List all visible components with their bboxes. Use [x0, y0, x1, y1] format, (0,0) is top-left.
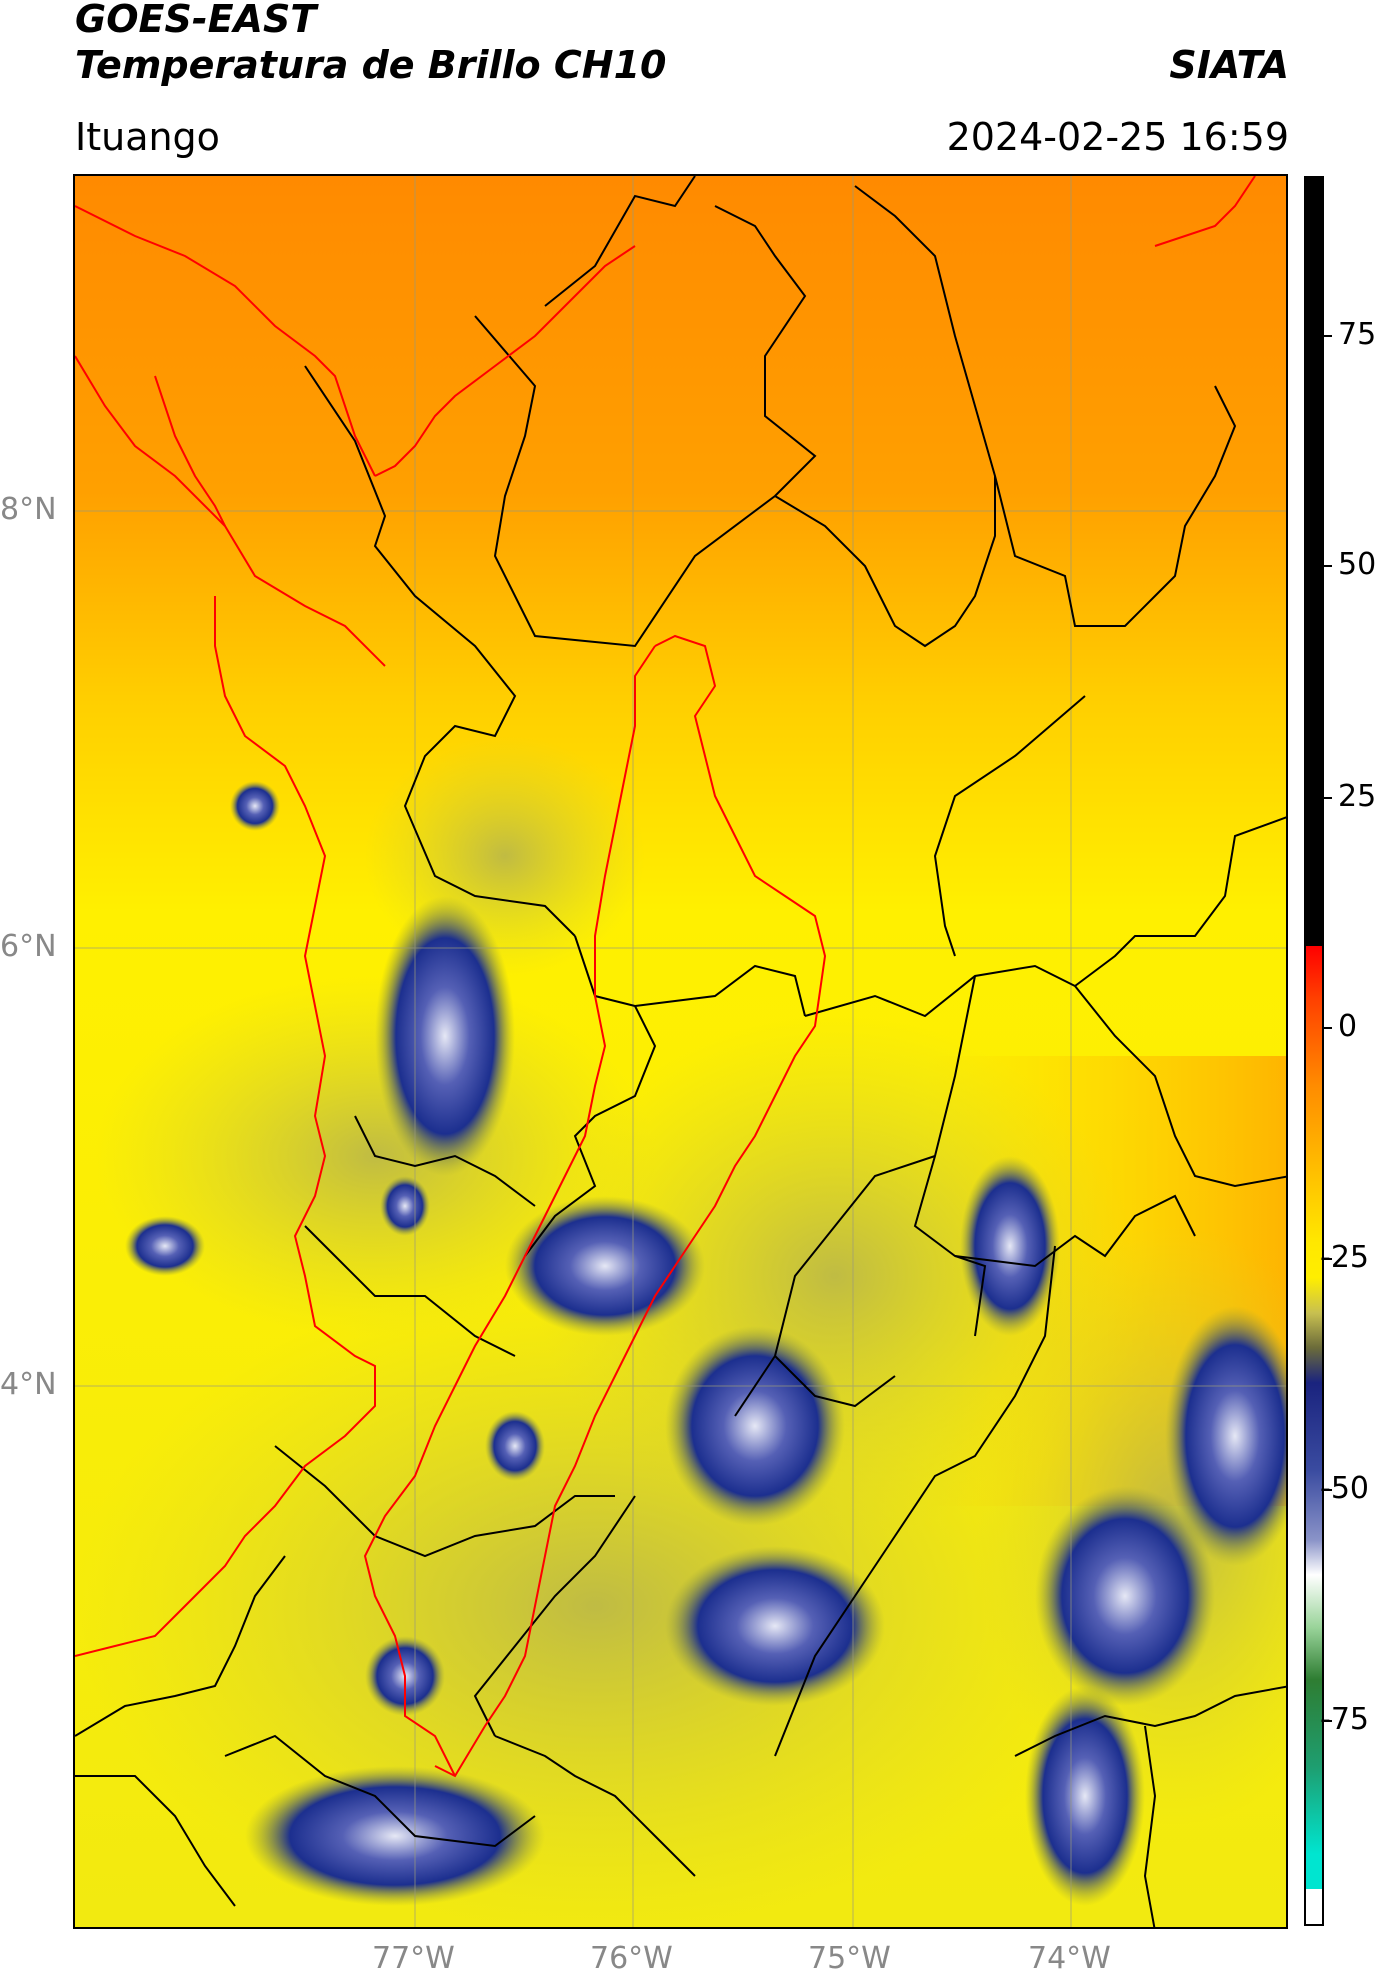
colorbar-label-0: 0: [1338, 1009, 1358, 1044]
colorbar-tick-75: [1324, 335, 1332, 337]
colorbar-tick-neg50: [1324, 1489, 1332, 1491]
map-canvas: [75, 176, 1286, 1927]
colorbar-label-50: 50: [1338, 547, 1377, 582]
lat-label-4n: 4°N: [0, 1367, 57, 1402]
lat-label-8n: 8°N: [0, 492, 57, 527]
colorbar-label-25: 25: [1338, 779, 1377, 814]
colorbar-tick-50: [1324, 565, 1332, 567]
lon-label-76w: 76°W: [590, 1941, 673, 1976]
colorbar-tick-neg25: [1324, 1258, 1332, 1260]
title-line1: GOES-EAST: [75, 0, 317, 41]
title-line2: Temperatura de Brillo CH10: [75, 43, 667, 87]
lon-label-77w: 77°W: [372, 1941, 455, 1976]
location-label: Ituango: [75, 115, 220, 159]
colorbar-label-neg25: -25: [1320, 1240, 1369, 1275]
colorbar-label-neg50: -50: [1320, 1471, 1369, 1506]
brand-label: SIATA: [1169, 43, 1289, 87]
satellite-map[interactable]: [73, 174, 1288, 1929]
timestamp-label: 2024-02-25 16:59: [946, 115, 1289, 159]
colorbar-label-neg75: -75: [1320, 1702, 1369, 1737]
colorbar-tick-0: [1324, 1027, 1332, 1029]
lon-label-75w: 75°W: [808, 1941, 891, 1976]
lon-label-74w: 74°W: [1028, 1941, 1111, 1976]
colorbar-tick-25: [1324, 797, 1332, 799]
lat-label-6n: 6°N: [0, 929, 57, 964]
colorbar: [1304, 176, 1324, 1926]
colorbar-tick-neg75: [1324, 1720, 1332, 1722]
colorbar-label-75: 75: [1338, 317, 1377, 352]
